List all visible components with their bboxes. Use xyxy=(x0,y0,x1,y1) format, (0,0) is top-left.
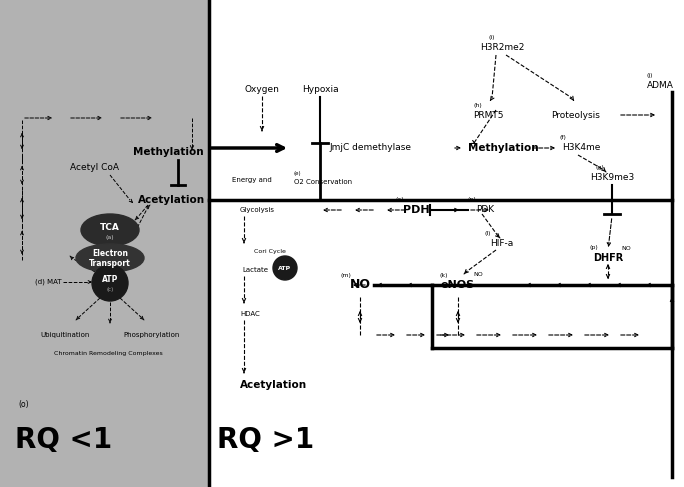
Text: Electron: Electron xyxy=(92,249,128,259)
Text: (i): (i) xyxy=(489,36,495,40)
Text: HDAC: HDAC xyxy=(240,311,260,317)
Text: O2 Conservation: O2 Conservation xyxy=(294,179,352,185)
Text: Acetylation: Acetylation xyxy=(138,195,206,205)
Text: Lactate: Lactate xyxy=(242,267,268,273)
Text: HIF-a: HIF-a xyxy=(490,239,514,247)
Text: PRMT5: PRMT5 xyxy=(473,111,503,119)
Circle shape xyxy=(273,256,297,280)
Text: NO: NO xyxy=(350,279,371,292)
Text: ATP: ATP xyxy=(102,276,118,284)
Text: RQ >1: RQ >1 xyxy=(217,426,314,454)
Text: (o): (o) xyxy=(18,400,29,410)
Text: Methylation: Methylation xyxy=(468,143,538,153)
Text: Energy and: Energy and xyxy=(232,177,272,183)
Bar xyxy=(0,0,209,487)
Text: Cori Cycle: Cori Cycle xyxy=(254,249,286,255)
Text: eNOS: eNOS xyxy=(441,280,475,290)
Text: (d) MAT: (d) MAT xyxy=(36,279,62,285)
Text: Methylation: Methylation xyxy=(133,147,203,157)
Bar xyxy=(209,0,684,487)
Circle shape xyxy=(92,265,128,301)
Ellipse shape xyxy=(81,214,139,246)
Text: Ubiquitination: Ubiquitination xyxy=(40,332,90,338)
Text: (h): (h) xyxy=(473,102,482,108)
Text: ATP: ATP xyxy=(278,265,291,270)
Text: Hypoxia: Hypoxia xyxy=(302,86,339,94)
Text: (e): (e) xyxy=(294,171,302,176)
Text: (k): (k) xyxy=(440,273,448,278)
Text: PDH: PDH xyxy=(403,205,430,215)
Text: (p): (p) xyxy=(590,245,598,250)
Text: (m): (m) xyxy=(341,273,352,278)
Text: DHFR: DHFR xyxy=(593,253,623,263)
Text: TCA: TCA xyxy=(100,223,120,231)
Text: Proteolysis: Proteolysis xyxy=(551,111,601,119)
Text: (c): (c) xyxy=(107,287,114,293)
Text: Oxygen: Oxygen xyxy=(245,86,280,94)
Text: Phosphorylation: Phosphorylation xyxy=(124,332,180,338)
Text: H3R2me2: H3R2me2 xyxy=(479,43,524,53)
Text: (g): (g) xyxy=(596,166,605,170)
Text: Transport: Transport xyxy=(89,259,131,267)
Ellipse shape xyxy=(76,244,144,272)
Text: (a): (a) xyxy=(106,236,114,241)
Text: H3K9me3: H3K9me3 xyxy=(590,173,634,183)
Text: Chromatin Remodeling Complexes: Chromatin Remodeling Complexes xyxy=(53,352,162,356)
Text: (l): (l) xyxy=(485,230,491,236)
Text: NO: NO xyxy=(621,245,631,250)
Text: RQ <1: RQ <1 xyxy=(15,426,112,454)
Text: NO: NO xyxy=(473,273,483,278)
Text: PDK: PDK xyxy=(476,206,494,214)
Text: (f): (f) xyxy=(560,135,567,141)
Text: (j): (j) xyxy=(647,73,653,77)
Text: (a): (a) xyxy=(395,198,404,203)
Text: Glycolysis: Glycolysis xyxy=(240,207,275,213)
Text: Acetyl CoA: Acetyl CoA xyxy=(70,164,120,172)
Text: Acetylation: Acetylation xyxy=(240,380,307,390)
Text: ADMA: ADMA xyxy=(646,80,674,90)
Text: (n): (n) xyxy=(468,198,477,203)
Text: H3K4me: H3K4me xyxy=(562,144,601,152)
Text: JmjC demethylase: JmjC demethylase xyxy=(329,144,411,152)
